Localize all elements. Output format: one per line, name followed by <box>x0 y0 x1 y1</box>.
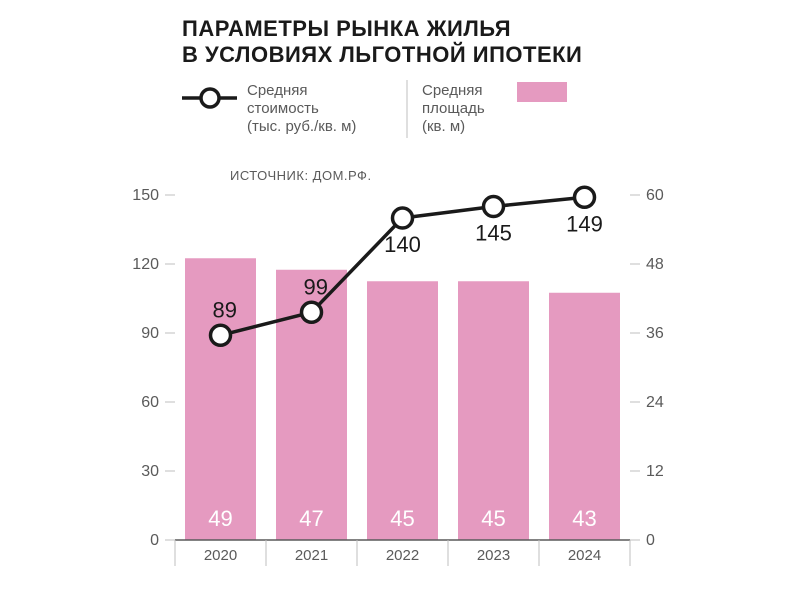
left-axis-label: 0 <box>150 532 159 549</box>
left-axis-label: 60 <box>141 394 159 411</box>
line-value-label: 149 <box>566 211 603 236</box>
line-marker <box>484 197 504 217</box>
bar-value-label: 49 <box>208 506 232 531</box>
left-axis-label: 30 <box>141 463 159 480</box>
x-axis-category: 2024 <box>568 547 601 564</box>
housing-market-chart: ПАРАМЕТРЫ РЫНКА ЖИЛЬЯВ УСЛОВИЯХ ЛЬГОТНОЙ… <box>0 0 800 600</box>
line-marker <box>302 302 322 322</box>
line-value-label: 145 <box>475 221 512 246</box>
x-axis-category: 2022 <box>386 547 419 564</box>
right-axis-label: 12 <box>646 463 664 480</box>
source-label: ИСТОЧНИК: ДОМ.РФ. <box>230 168 372 183</box>
x-axis-category: 2020 <box>204 547 237 564</box>
right-axis-label: 24 <box>646 394 664 411</box>
legend-bar-label: (кв. м) <box>422 118 465 135</box>
chart-title-line1: ПАРАМЕТРЫ РЫНКА ЖИЛЬЯ <box>182 16 511 41</box>
line-value-label: 89 <box>213 297 237 322</box>
left-axis-label: 90 <box>141 325 159 342</box>
line-marker <box>211 325 231 345</box>
bar <box>549 293 620 540</box>
bar-value-label: 43 <box>572 506 596 531</box>
line-value-label: 99 <box>304 274 328 299</box>
line-value-label: 140 <box>384 232 421 257</box>
line-marker <box>393 208 413 228</box>
legend-bar-swatch <box>517 82 567 102</box>
legend-line-marker <box>201 89 219 107</box>
x-axis-category: 2023 <box>477 547 510 564</box>
line-marker <box>575 187 595 207</box>
left-axis-label: 120 <box>132 256 159 273</box>
legend-bar-label: Средняя <box>422 82 482 99</box>
legend-bar-label: площадь <box>422 100 485 117</box>
right-axis-label: 48 <box>646 256 664 273</box>
right-axis-label: 0 <box>646 532 655 549</box>
bar-value-label: 47 <box>299 506 323 531</box>
bar <box>367 281 438 540</box>
left-axis-label: 150 <box>132 187 159 204</box>
x-axis-category: 2021 <box>295 547 328 564</box>
legend-line-label: стоимость <box>247 100 319 117</box>
bar-value-label: 45 <box>481 506 505 531</box>
bar-value-label: 45 <box>390 506 414 531</box>
right-axis-label: 36 <box>646 325 664 342</box>
legend-line-label: Средняя <box>247 82 307 99</box>
bar <box>458 281 529 540</box>
legend-line-label: (тыс. руб./кв. м) <box>247 118 356 135</box>
right-axis-label: 60 <box>646 187 664 204</box>
chart-title-line2: В УСЛОВИЯХ ЛЬГОТНОЙ ИПОТЕКИ <box>182 42 582 67</box>
